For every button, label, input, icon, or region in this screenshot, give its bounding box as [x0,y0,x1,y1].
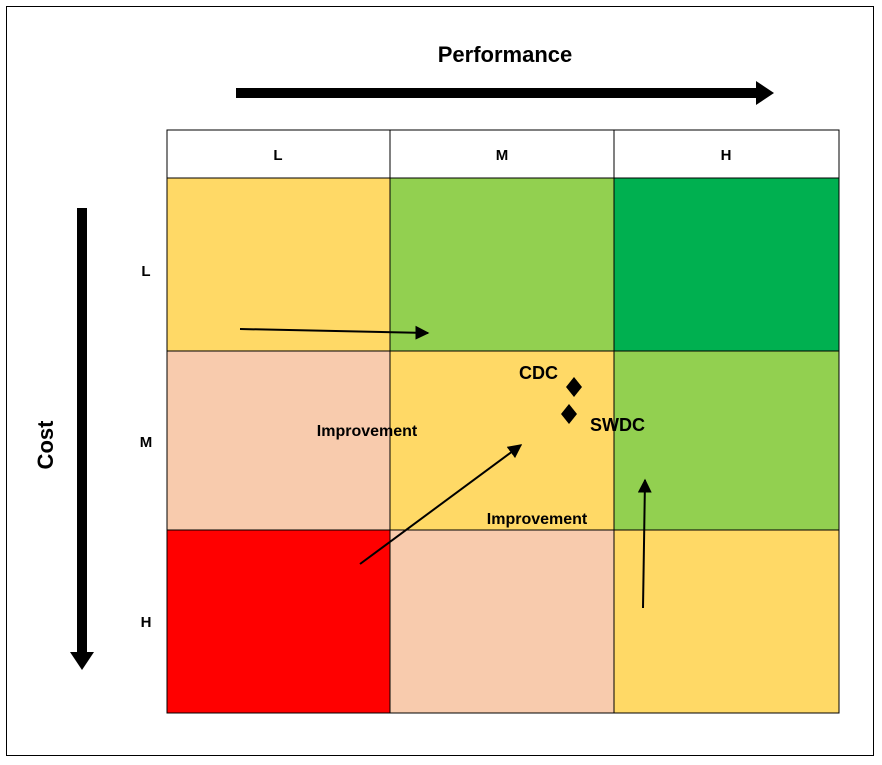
cell-cost-l-perf-h [613,177,840,352]
improvement-label-bottom: Improvement [487,511,588,528]
column-header-cell [166,129,391,179]
improvement-arrow-diagonal [359,444,523,565]
cell-cost-l-perf-m [389,177,615,352]
cell-cost-m-perf-h [613,350,840,531]
point-marker-swdc [561,404,577,424]
cell-cost-l-perf-l [166,177,391,352]
performance-arrow-head [756,81,774,105]
row-label-m: M [140,434,153,451]
column-header-cell [389,129,615,179]
column-label-l: L [273,147,282,164]
cell-cost-h-perf-l [166,529,391,714]
column-header-row: L M H [166,129,840,179]
column-label-m: M [496,147,509,164]
row-label-l: L [141,263,150,280]
cell-cost-m-perf-m [389,350,615,531]
improvement-arrow-horizontal [239,325,430,340]
matrix-grid [166,177,840,714]
point-label-cdc: CDC [519,363,558,383]
point-marker-cdc [566,377,582,397]
cost-axis-title: Cost [33,420,58,470]
cell-cost-h-perf-m [389,529,615,714]
improvement-label-left: Improvement [317,423,418,440]
cost-arrow-shaft [77,208,87,652]
improvement-arrow-vertical [637,478,652,609]
column-label-h: H [721,147,732,164]
performance-arrow-shaft [236,88,756,98]
cell-cost-m-perf-l [166,350,391,531]
cell-cost-h-perf-h [613,529,840,714]
point-label-swdc: SWDC [590,415,645,435]
performance-axis-title: Performance [438,42,573,67]
cost-arrow-head [70,652,94,670]
column-header-cell [613,129,840,179]
row-label-h: H [141,614,152,631]
